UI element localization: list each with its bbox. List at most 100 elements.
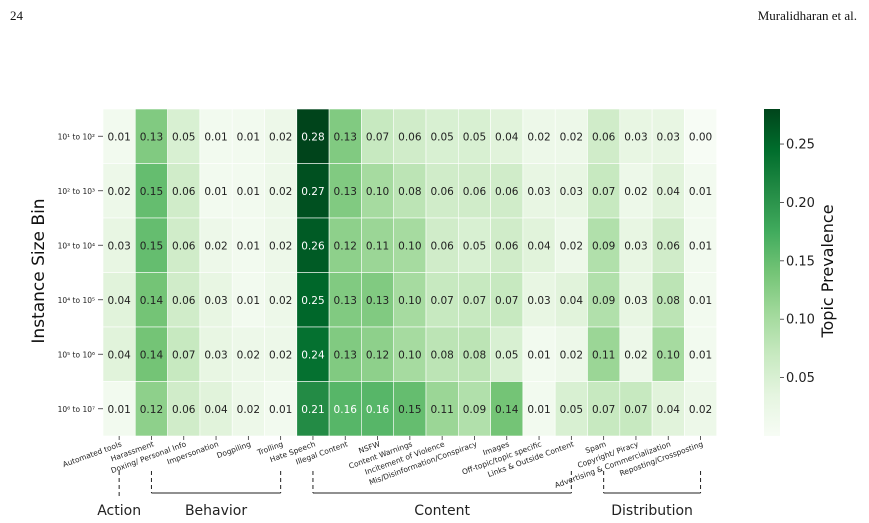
heatmap-cell: [684, 272, 718, 328]
heatmap-cell: [587, 381, 621, 437]
heatmap-cell: [457, 163, 491, 219]
running-head: Muralidharan et al.: [757, 8, 857, 23]
heatmap-cell: [361, 163, 394, 219]
cell-value-label: 0.03: [624, 131, 647, 143]
heatmap-cell: [554, 163, 588, 219]
cell-value-label: 0.06: [592, 131, 616, 143]
cell-value-label: 0.10: [657, 349, 680, 361]
cell-value-label: 0.04: [495, 131, 519, 143]
heatmap-cell: [393, 163, 427, 219]
heatmap-cell: [457, 381, 491, 437]
cell-value-label: 0.06: [172, 404, 196, 416]
category-group: Content: [312, 471, 572, 519]
heatmap-cell: [587, 217, 621, 273]
cell-value-label: 0.06: [463, 186, 487, 198]
cell-value-label: 0.13: [334, 295, 357, 307]
heatmap-cell: [296, 163, 330, 219]
heatmap-cell: [361, 108, 394, 164]
heatmap-cell: [684, 381, 718, 437]
cell-value-label: 0.27: [301, 186, 324, 198]
heatmap-cell: [296, 381, 330, 437]
colorbar: 0.05 0.10 0.15 0.20 0.25: [764, 109, 815, 436]
cell-value-label: 0.06: [495, 240, 519, 252]
cell-value-label: 0.11: [366, 240, 389, 252]
cell-value-label: 0.07: [592, 404, 615, 416]
cell-value-label: 0.09: [592, 240, 615, 252]
cell-value-labels: 0.01 0.13 0.05 0.01 0.01 0.02 0.28 0.13 0.07 0.06…: [107, 131, 712, 416]
y-tick-label: 10¹ to 10²: [58, 132, 95, 141]
heatmap-cell: [457, 272, 491, 328]
cell-value-label: 0.07: [463, 295, 486, 307]
cell-value-label: 0.05: [430, 131, 453, 143]
y-tick-label: 10³ to 10⁴: [58, 241, 95, 250]
heatmap-cell: [522, 381, 556, 437]
heatmap-cell: [361, 326, 394, 382]
cell-value-label: 0.24: [301, 349, 325, 361]
colorbar-gradient: [764, 109, 780, 436]
cell-value-label: 0.06: [172, 186, 196, 198]
heatmap-cell: [425, 108, 459, 164]
heatmap-cell: [135, 272, 168, 328]
cell-value-label: 0.01: [237, 186, 260, 198]
heatmap-cell: [522, 272, 556, 328]
cell-value-label: 0.10: [398, 295, 421, 307]
y-tick-labels: 10¹ to 10² 10² to 10³ 10³ to 10⁴ 10⁴ to 10⁵…: [58, 132, 103, 414]
y-axis-label: Instance Size Bin: [29, 198, 49, 343]
page-number: 24: [10, 8, 23, 23]
cell-value-label: 0.03: [624, 240, 647, 252]
cell-value-label: 0.02: [269, 186, 292, 198]
cell-value-label: 0.04: [657, 404, 681, 416]
cell-value-label: 0.04: [657, 186, 681, 198]
cell-value-label: 0.04: [107, 349, 131, 361]
cell-value-label: 0.06: [657, 240, 681, 252]
cell-value-label: 0.28: [301, 131, 324, 143]
heatmap-cell: [102, 217, 136, 273]
cell-value-label: 0.13: [334, 186, 357, 198]
heatmap-cell: [328, 272, 362, 328]
cell-value-label: 0.14: [140, 295, 164, 307]
cell-value-label: 0.09: [592, 295, 615, 307]
cell-value-label: 0.10: [398, 349, 421, 361]
heatmap-cell: [587, 163, 621, 219]
heatmap-cell: [393, 217, 427, 273]
heatmap-cell: [619, 272, 653, 328]
cell-value-label: 0.02: [269, 240, 292, 252]
group-label: Behavior: [185, 503, 247, 519]
heatmap-cell: [684, 326, 718, 382]
cell-value-label: 0.02: [560, 240, 583, 252]
heatmap-cell: [457, 108, 491, 164]
category-groups: Action Behavior Content Distribution: [97, 471, 702, 519]
cell-value-label: 0.04: [204, 404, 228, 416]
cell-value-label: 0.02: [107, 186, 130, 198]
cell-value-label: 0.03: [107, 240, 130, 252]
cell-value-label: 0.06: [172, 295, 196, 307]
cell-value-label: 0.09: [463, 404, 486, 416]
cell-value-label: 0.01: [689, 295, 712, 307]
heatmap-cell: [651, 326, 685, 382]
heatmap-cell: [264, 108, 298, 164]
heatmap-cell: [167, 163, 201, 219]
heatmap-cell: [231, 108, 265, 164]
cell-value-label: 0.01: [237, 240, 260, 252]
heatmap-cell: [393, 381, 427, 437]
cell-value-label: 0.12: [140, 404, 163, 416]
cell-value-label: 0.06: [495, 186, 519, 198]
cell-value-label: 0.01: [237, 295, 260, 307]
heatmap-cell: [231, 217, 265, 273]
heatmap-cell: [619, 326, 653, 382]
heatmap-cell: [490, 272, 524, 328]
cell-value-label: 0.08: [398, 186, 421, 198]
cell-value-label: 0.14: [495, 404, 519, 416]
cell-value-label: 0.03: [624, 295, 647, 307]
cell-value-label: 0.15: [140, 240, 163, 252]
heatmap-cell: [264, 272, 298, 328]
cell-value-label: 0.05: [463, 131, 486, 143]
heatmap-cell: [684, 163, 718, 219]
heatmap-cell: [361, 217, 394, 273]
heatmap-cell: [102, 381, 136, 437]
cell-value-label: 0.02: [269, 349, 292, 361]
cell-value-label: 0.02: [689, 404, 712, 416]
heatmap-cell: [167, 381, 201, 437]
cell-value-label: 0.03: [204, 295, 227, 307]
